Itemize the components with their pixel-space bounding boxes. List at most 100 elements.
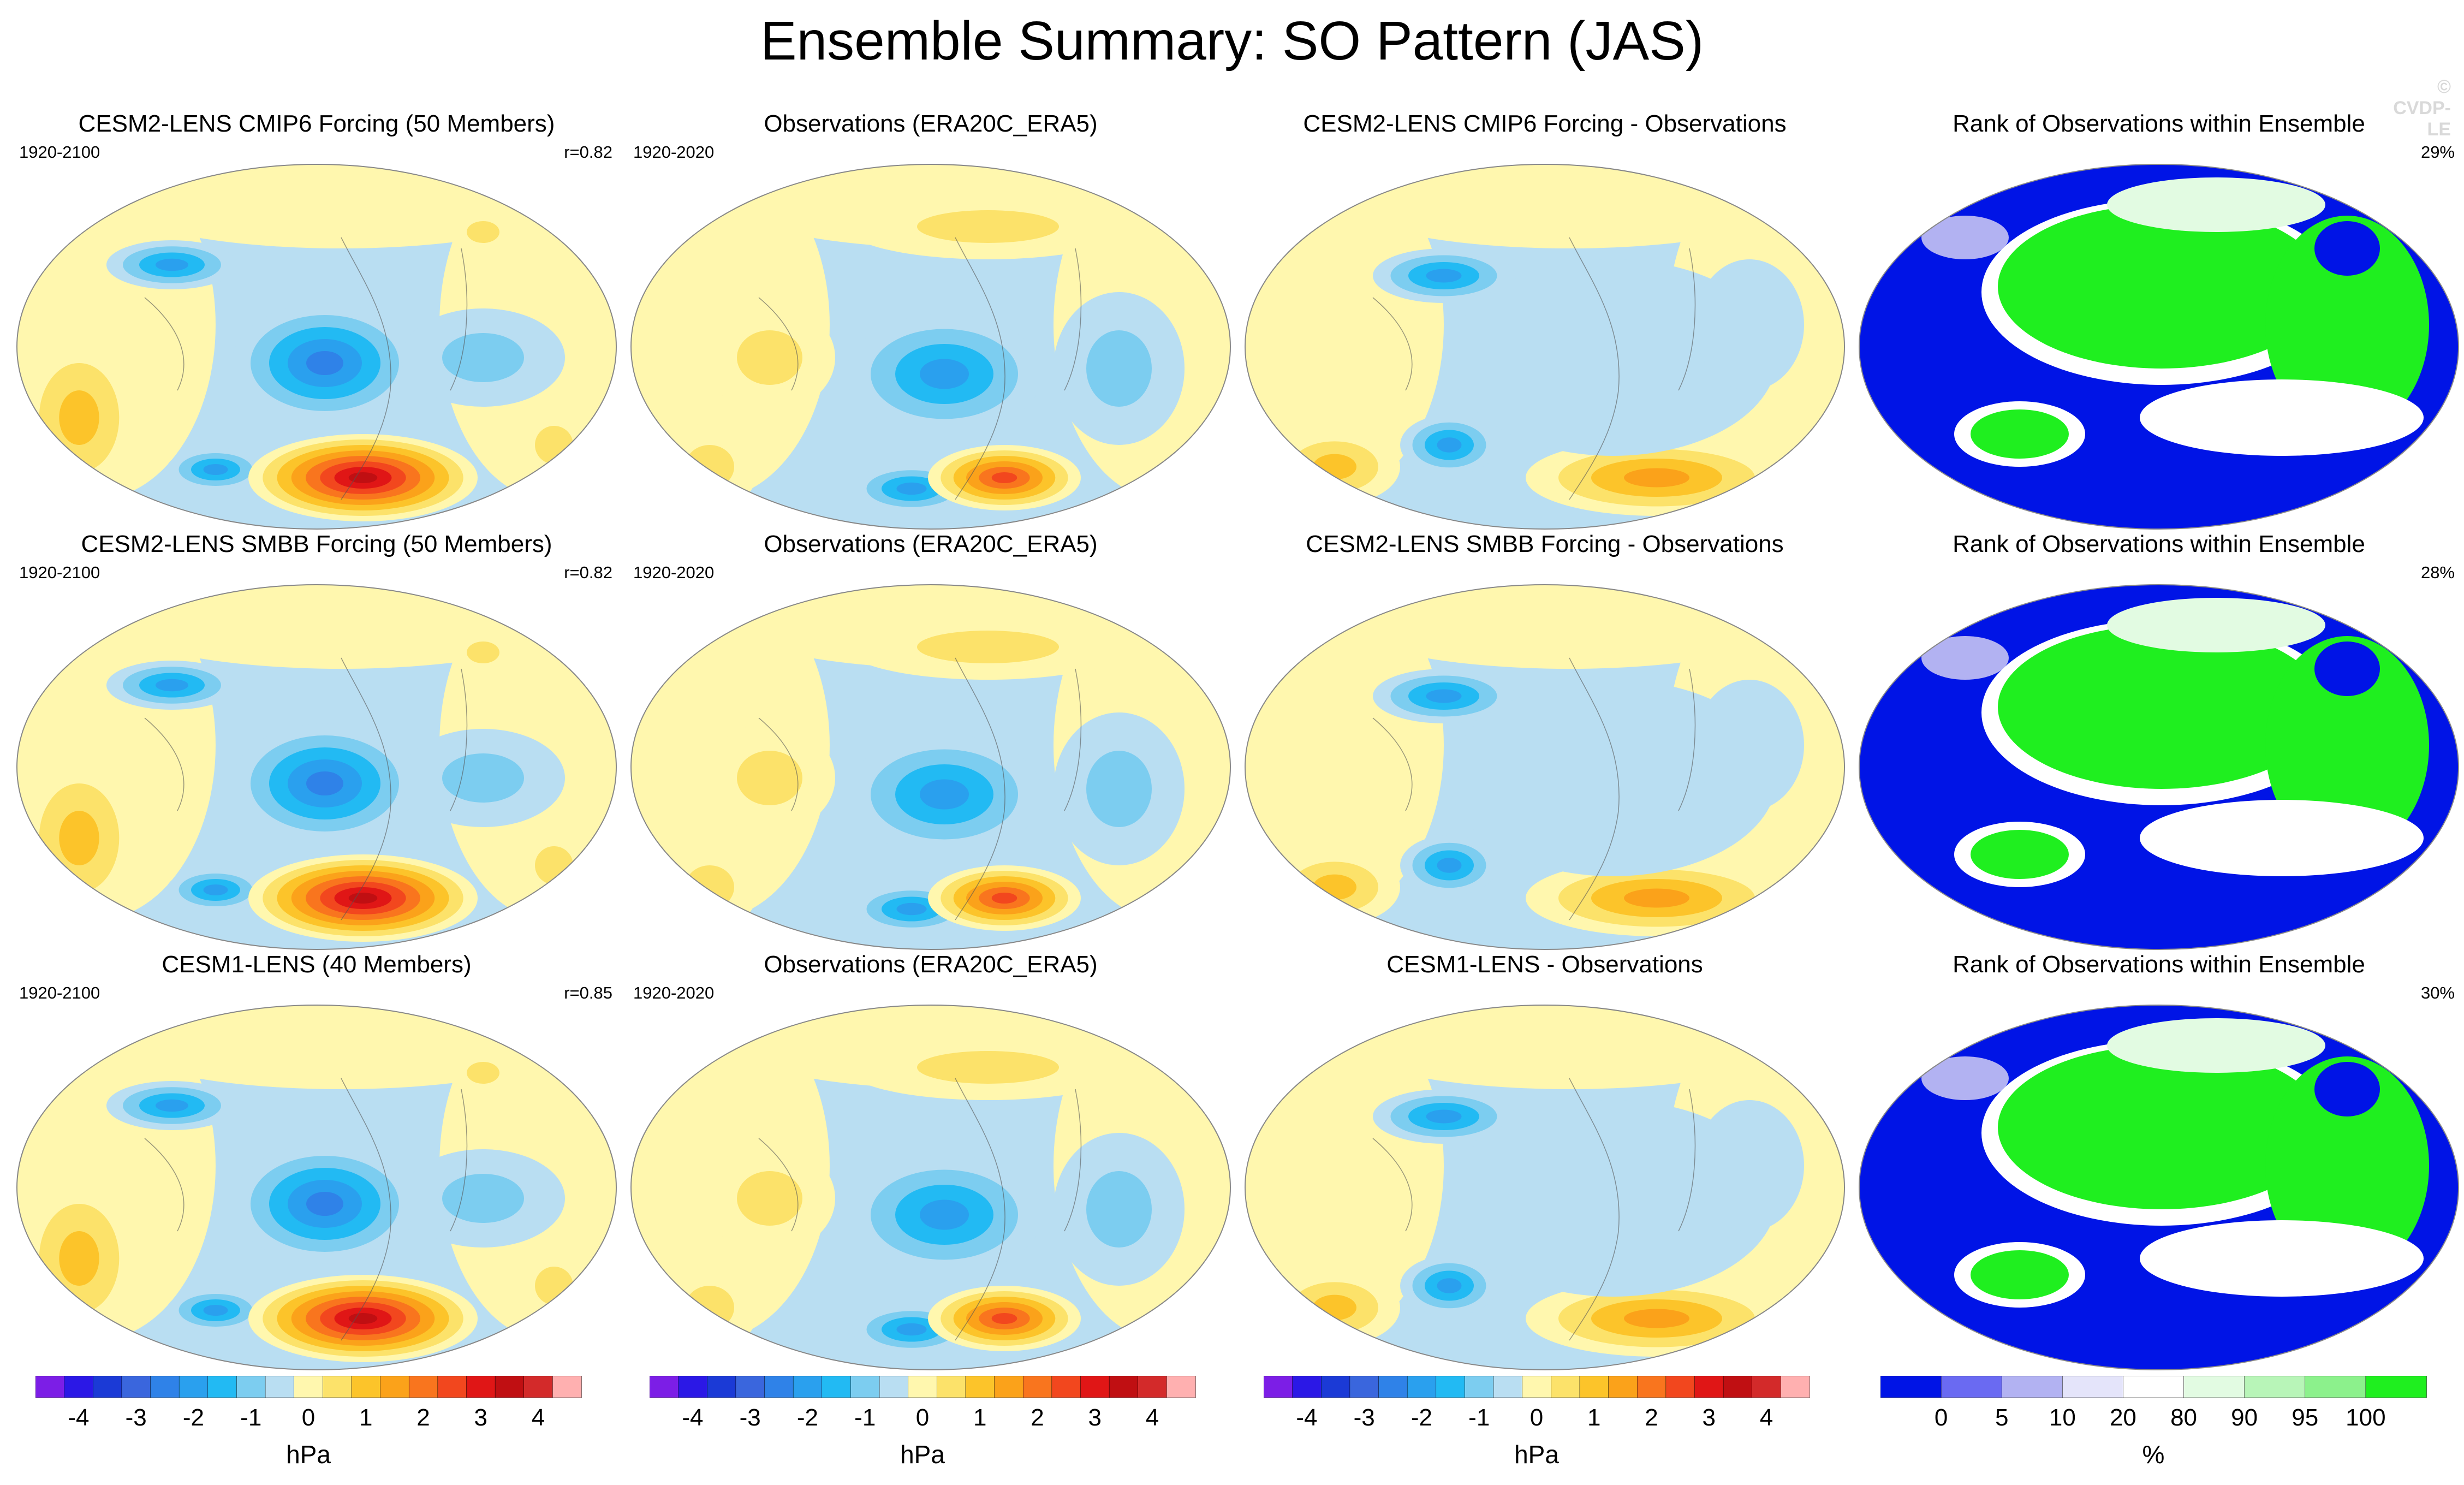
colorbar-swatch: [150, 1376, 180, 1398]
colorbar-swatch: [294, 1376, 324, 1398]
map-outline: [1859, 1005, 2459, 1370]
colorbar-swatch: [93, 1376, 122, 1398]
colorbar-swatch: [236, 1376, 266, 1398]
panel-title: CESM2-LENS CMIP6 Forcing - Observations: [1303, 110, 1787, 137]
colorbar-swatch: [1321, 1376, 1350, 1398]
colorbar-swatch: [2123, 1376, 2185, 1398]
rank-region: [2265, 636, 2429, 854]
colorbar-swatch: [1493, 1376, 1523, 1398]
colorbar-swatch: [351, 1376, 381, 1398]
copyright-text: © CVDP-LE: [2393, 76, 2451, 140]
colorbar-swatch: [1022, 1376, 1052, 1398]
colorbar-tick-label: 1: [973, 1404, 987, 1431]
contour-fill: [685, 445, 734, 489]
contour-fill: [467, 641, 499, 663]
rank-region: [2107, 177, 2325, 232]
contour-fill: [59, 390, 99, 445]
contour-fill: [59, 1231, 99, 1286]
contour-fill: [203, 464, 228, 475]
contour-fill: [1086, 1171, 1152, 1248]
rank-region: [2107, 598, 2325, 652]
correlation-label: r=0.85: [564, 983, 612, 1002]
colorbar-tick-label: 3: [1088, 1404, 1102, 1431]
panel-title: CESM2-LENS CMIP6 Forcing (50 Members): [78, 110, 555, 137]
contour-fill: [685, 865, 734, 909]
colorbar-swatch: [1080, 1376, 1110, 1398]
colorbar-swatch: [495, 1376, 525, 1398]
pressure-anomaly-map: [630, 164, 1231, 530]
coastline: [758, 657, 1082, 920]
contour-fill: [442, 333, 524, 382]
hpa-colorbar: -4 -3 -2 -1 0 1 2 3 4 hPa: [650, 1376, 1206, 1485]
rank-region: [2314, 641, 2380, 696]
contour-fill: [1437, 858, 1462, 873]
contour-fill: [1695, 1100, 1804, 1231]
colorbar-swatch: [650, 1376, 679, 1398]
rank-region: [1921, 636, 2009, 680]
map-outline: [1859, 584, 2459, 950]
colorbar-tick-label: 0: [1934, 1404, 1948, 1431]
colorbar-swatch: [35, 1376, 65, 1398]
colorbar-swatches: [650, 1376, 1196, 1398]
contour-fill: [896, 902, 927, 916]
colorbar-swatch: [2183, 1376, 2245, 1398]
correlation-label: r=0.82: [564, 142, 612, 162]
rank-percent-label: 28%: [2420, 563, 2455, 582]
map-outline: [1245, 584, 1845, 950]
contour-fill: [1426, 1109, 1462, 1124]
rank-region: [1998, 205, 2325, 369]
colorbar-swatch: [879, 1376, 909, 1398]
colorbar-swatches: [1264, 1376, 1810, 1398]
colorbar-tick-label: -1: [240, 1404, 262, 1431]
colorbar-swatch: [207, 1376, 237, 1398]
map-outline: [1245, 1005, 1845, 1370]
rank-region: [2140, 800, 2424, 876]
coastline: [144, 237, 468, 500]
contour-fill: [348, 1313, 378, 1324]
rank-map: [1859, 584, 2459, 950]
panel-title: Rank of Observations within Ensemble: [1953, 951, 2365, 978]
colorbar-swatches: [35, 1376, 582, 1398]
colorbar-swatch: [1665, 1376, 1695, 1398]
colorbar-swatch: [552, 1376, 582, 1398]
pressure-anomaly-map: [1245, 1005, 1845, 1370]
map-panel: Rank of Observations within Ensemble 28%: [1853, 530, 2464, 961]
map-outline: [16, 584, 617, 950]
map-panel: Observations (ERA20C_ERA5) 1920-2020: [625, 109, 1236, 540]
contour-fill: [685, 1286, 734, 1329]
colorbar-tick-label: -3: [1353, 1404, 1375, 1431]
colorbar-swatch: [1292, 1376, 1322, 1398]
rank-region: [2140, 379, 2424, 456]
colorbar-swatch: [850, 1376, 880, 1398]
map-outline: [1245, 164, 1845, 530]
colorbar-swatch: [2305, 1376, 2366, 1398]
colorbar-swatch: [1109, 1376, 1139, 1398]
contour-fill: [1695, 680, 1804, 811]
contour-fill: [737, 1171, 802, 1226]
colorbar-swatch: [1264, 1376, 1293, 1398]
colorbar-swatch: [121, 1376, 151, 1398]
rank-region: [1971, 409, 2069, 459]
colorbar-tick-label: 2: [1645, 1404, 1658, 1431]
panel-title: Rank of Observations within Ensemble: [1953, 531, 2365, 557]
colorbar-swatch: [1465, 1376, 1494, 1398]
map-outline: [16, 1005, 617, 1370]
contour-fill: [1086, 751, 1152, 827]
rank-map: [1859, 1005, 2459, 1370]
period-label: 1920-2020: [633, 563, 715, 582]
panel-title: Observations (ERA20C_ERA5): [764, 110, 1098, 137]
colorbar-swatch: [1378, 1376, 1408, 1398]
contour-fill: [203, 884, 228, 895]
panel-title: CESM1-LENS (40 Members): [162, 951, 472, 978]
pressure-anomaly-map: [630, 584, 1231, 950]
coastline: [1372, 237, 1696, 500]
colorbar-tick-label: 0: [1529, 1404, 1544, 1431]
contour-fill: [737, 330, 802, 385]
colorbar-tick-label: -1: [1468, 1404, 1490, 1431]
panel-title: Observations (ERA20C_ERA5): [764, 531, 1098, 557]
colorbar-swatch: [1522, 1376, 1552, 1398]
rank-percent-label: 29%: [2420, 142, 2455, 162]
colorbar-swatch: [735, 1376, 765, 1398]
colorbar-swatches: [1880, 1376, 2427, 1398]
contour-fill: [917, 1051, 1059, 1084]
